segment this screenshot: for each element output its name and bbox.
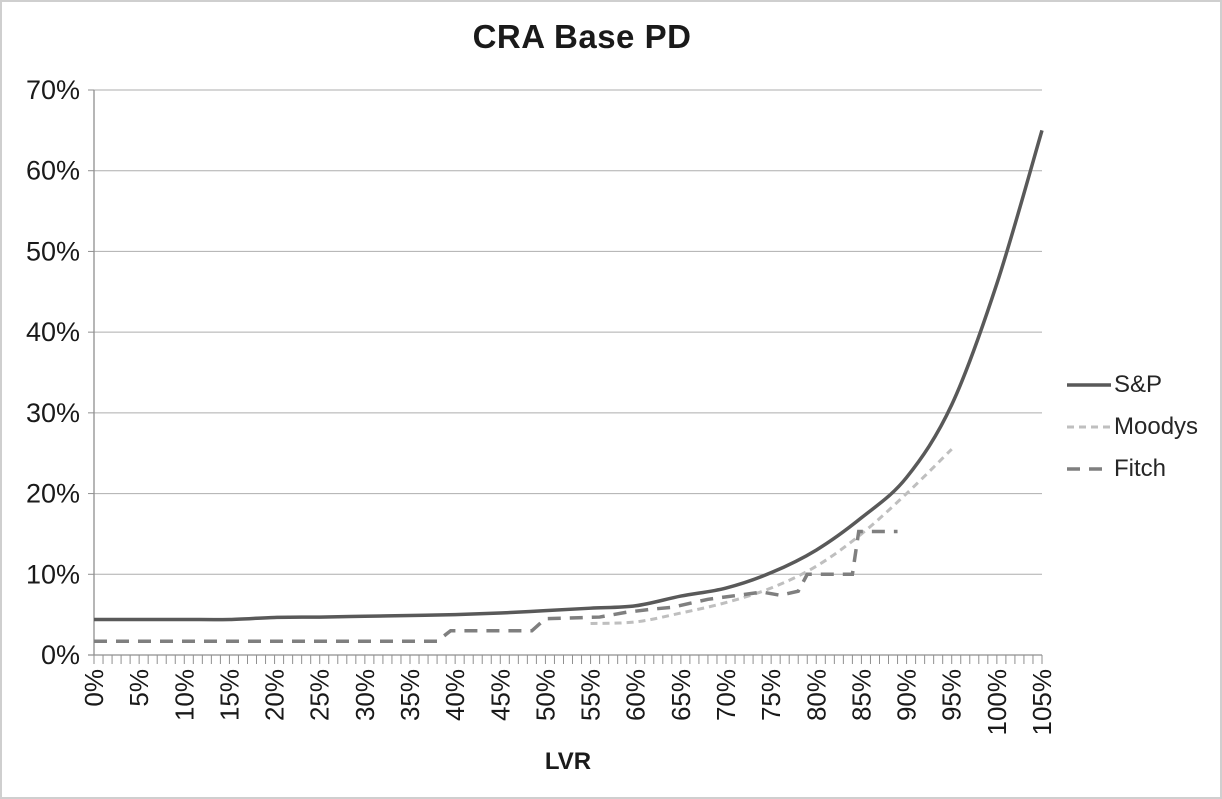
x-tick-label: 20% [260,669,290,721]
x-tick-label: 55% [576,669,606,721]
series-line-moodys [590,448,953,626]
x-tick-label: 50% [530,669,560,721]
x-tick-label: 95% [937,669,967,721]
x-tick-label: 70% [711,669,741,721]
y-tick-label: 10% [26,559,80,589]
legend-label-moodys: Moodys [1114,413,1199,440]
x-tick-label: 35% [395,669,425,721]
x-tick-label: 0% [79,669,109,707]
x-tick-label: 75% [756,669,786,721]
x-tick-label: 60% [621,669,651,721]
legend-swatch-sp-line [1067,383,1111,387]
x-tick-label: 45% [485,669,515,721]
legend-label-sp: S&P [1114,371,1163,398]
x-tick-label: 105% [1027,669,1057,736]
x-tick-label: 80% [801,669,831,721]
x-tick-label: 15% [214,669,244,721]
y-tick-label: 0% [41,640,80,670]
legend-item-sp: S&P [1066,371,1198,399]
x-tick-label: 5% [124,669,154,707]
x-tick-label: 30% [350,669,380,721]
y-tick-label: 60% [26,156,80,186]
x-tick-label: 25% [305,669,335,721]
x-tick-label: 40% [440,669,470,721]
legend: S&P Moodys Fitch [1066,371,1198,483]
x-tick-label: 10% [169,669,199,721]
series-line-sp [94,129,1044,622]
y-tick-label: 50% [26,236,80,266]
y-tick-label: 20% [26,479,80,509]
y-tick-label: 30% [26,398,80,428]
legend-swatch-fitch-line [1067,467,1111,471]
y-tick-label: 70% [26,75,80,105]
chart-title: CRA Base PD [472,18,692,55]
x-tick-label: 90% [892,669,922,721]
legend-item-fitch: Fitch [1066,455,1198,483]
legend-item-moodys: Moodys [1066,413,1198,441]
x-axis-title: LVR [544,748,592,775]
x-tick-label: 100% [982,669,1012,736]
legend-label-fitch: Fitch [1114,455,1167,482]
x-tick-label: 85% [846,669,876,721]
x-tick-label: 65% [666,669,696,721]
y-tick-label: 40% [26,317,80,347]
series-line-fitch [94,529,898,644]
legend-swatch-moodys-line [1067,425,1111,429]
